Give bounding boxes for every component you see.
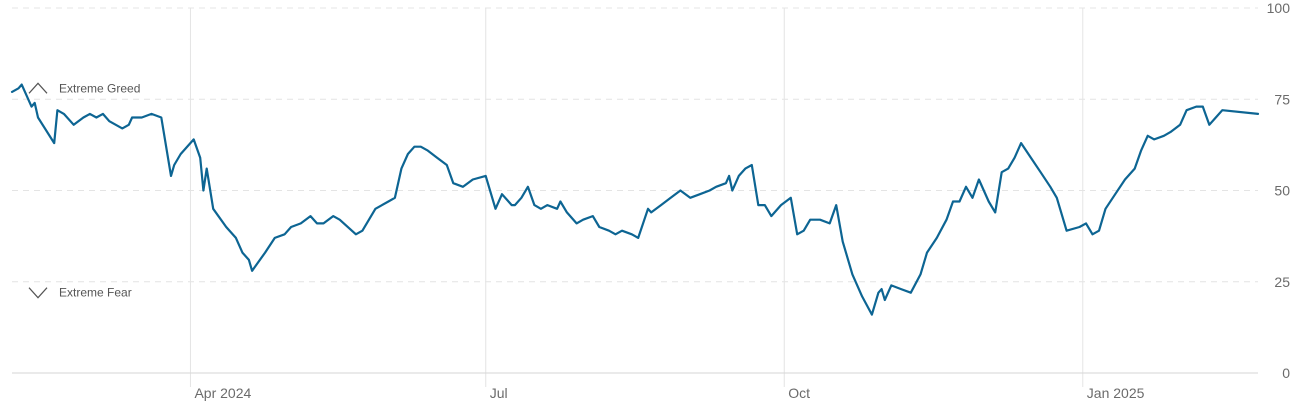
y-tick-label: 50 [1274, 183, 1290, 199]
x-tick-label: Jan 2025 [1087, 385, 1145, 401]
chevron-up-icon [28, 82, 48, 94]
horizontal-gridlines [12, 7, 1258, 283]
y-axis-tick-labels: 0 25 50 75 100 [1267, 0, 1291, 381]
sentiment-zone-markers: Extreme Greed Extreme Fear [28, 81, 140, 300]
vertical-gridlines [189, 8, 1084, 387]
x-tick-label: Oct [788, 385, 810, 401]
extreme-greed-label: Extreme Greed [59, 81, 140, 95]
y-tick-label: 25 [1274, 274, 1290, 290]
fear-greed-index-line [10, 83, 1260, 316]
x-axis-tick-labels: Apr 2024 Jul Oct Jan 2025 [194, 385, 1144, 401]
y-tick-label: 100 [1267, 0, 1291, 16]
chevron-down-icon [28, 287, 48, 299]
y-tick-label: 0 [1282, 365, 1290, 381]
y-tick-label: 75 [1274, 91, 1290, 107]
extreme-fear-label: Extreme Fear [59, 286, 132, 300]
x-tick-label: Jul [490, 385, 508, 401]
x-tick-label: Apr 2024 [194, 385, 251, 401]
